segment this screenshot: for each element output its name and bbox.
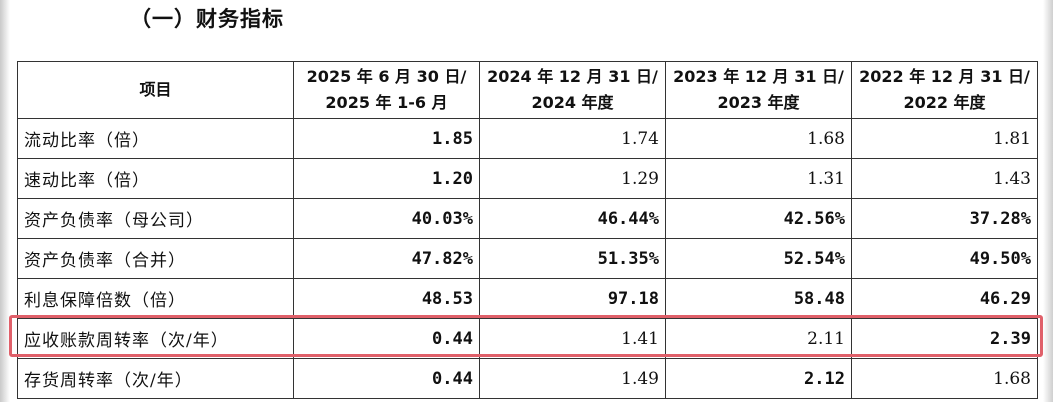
cell-2022: 37.28%: [851, 198, 1038, 239]
row-item-label: 存货周转率（次/年）: [17, 358, 294, 399]
cell-2022: 46.29: [851, 278, 1038, 319]
row-item-label: 资产负债率（合并）: [17, 238, 294, 279]
row-item-label: 速动比率（倍）: [17, 158, 294, 199]
cell-2022: 2.39: [851, 318, 1038, 359]
cell-2024: 1.74: [479, 118, 666, 159]
row-item-label: 流动比率（倍）: [17, 118, 294, 159]
table-row: 速动比率（倍） 1.20 1.29 1.31 1.43: [17, 158, 1038, 199]
header-2025: 2025 年 6 月 30 日/ 2025 年 1-6 月: [293, 61, 480, 119]
cell-2022: 1.68: [851, 358, 1038, 399]
cell-2024: 1.49: [479, 358, 666, 399]
table-header-row: 项目 2025 年 6 月 30 日/ 2025 年 1-6 月 2024 年 …: [17, 61, 1038, 119]
table-row: 利息保障倍数（倍） 48.53 97.18 58.48 46.29: [17, 278, 1038, 319]
header-2022: 2022 年 12 月 31 日/ 2022 年度: [851, 61, 1038, 119]
cell-2025: 40.03%: [293, 198, 480, 239]
cell-2023: 58.48: [665, 278, 852, 319]
header-2023: 2023 年 12 月 31 日/ 2023 年度: [665, 61, 852, 119]
table-row: 流动比率（倍） 1.85 1.74 1.68 1.81: [17, 118, 1038, 159]
cell-2024: 1.29: [479, 158, 666, 199]
financial-indicators-table: 项目 2025 年 6 月 30 日/ 2025 年 1-6 月 2024 年 …: [17, 61, 1038, 399]
page-edge-shadow-left: [0, 0, 10, 402]
cell-2023: 1.68: [665, 118, 852, 159]
cell-2023: 52.54%: [665, 238, 852, 279]
cell-2024: 51.35%: [479, 238, 666, 279]
page-edge-shadow-right: [1043, 0, 1053, 402]
table-row: 资产负债率（母公司） 40.03% 46.44% 42.56% 37.28%: [17, 198, 1038, 239]
cell-2025: 0.44: [293, 318, 480, 359]
cell-2024: 97.18: [479, 278, 666, 319]
cell-2022: 49.50%: [851, 238, 1038, 279]
cell-2025: 48.53: [293, 278, 480, 319]
row-item-label: 资产负债率（母公司）: [17, 198, 294, 239]
header-2024: 2024 年 12 月 31 日/ 2024 年度: [479, 61, 666, 119]
cell-2024: 46.44%: [479, 198, 666, 239]
cell-2023: 2.12: [665, 358, 852, 399]
table-row: 资产负债率（合并） 47.82% 51.35% 52.54% 49.50%: [17, 238, 1038, 279]
cell-2025: 1.20: [293, 158, 480, 199]
table-row: 存货周转率（次/年） 0.44 1.49 2.12 1.68: [17, 358, 1038, 399]
cell-2023: 1.31: [665, 158, 852, 199]
row-item-label: 应收账款周转率（次/年）: [17, 318, 294, 359]
table-row: 应收账款周转率（次/年） 0.44 1.41 2.11 2.39: [17, 318, 1038, 359]
cell-2025: 0.44: [293, 358, 480, 399]
header-item: 项目: [17, 61, 294, 119]
row-item-label: 利息保障倍数（倍）: [17, 278, 294, 319]
cell-2024: 1.41: [479, 318, 666, 359]
cell-2025: 1.85: [293, 118, 480, 159]
cell-2025: 47.82%: [293, 238, 480, 279]
cell-2022: 1.81: [851, 118, 1038, 159]
cell-2023: 42.56%: [665, 198, 852, 239]
cell-2023: 2.11: [665, 318, 852, 359]
cell-2022: 1.43: [851, 158, 1038, 199]
section-title: （一）财务指标: [130, 7, 284, 31]
